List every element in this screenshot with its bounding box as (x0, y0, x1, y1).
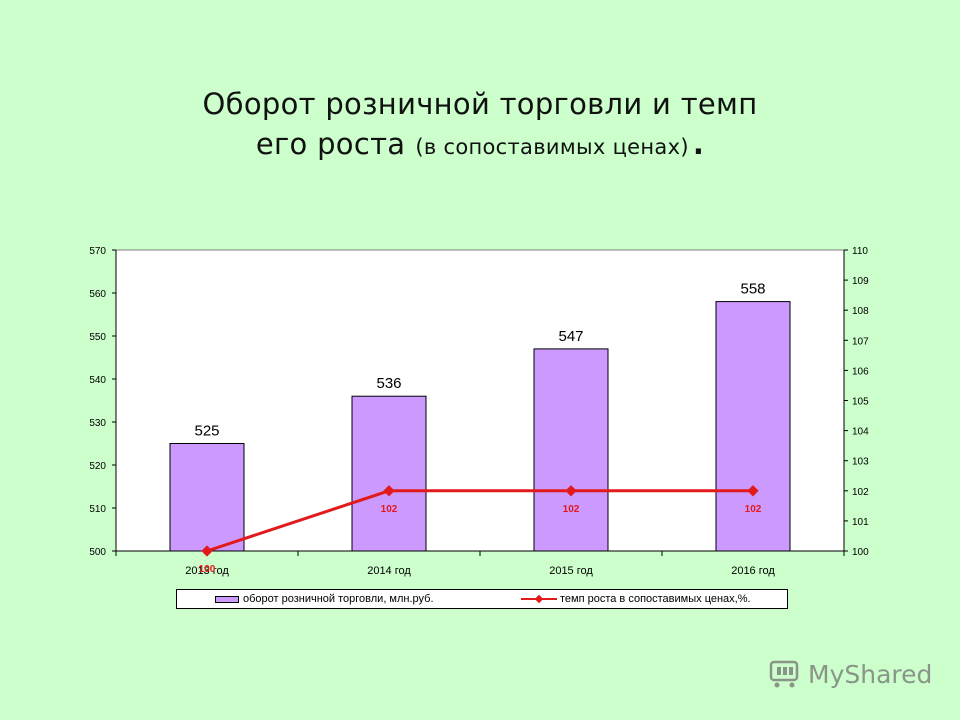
cart-logo-icon (769, 660, 799, 688)
y-left-tick-label: 520 (89, 461, 106, 472)
line-data-label: 100 (199, 564, 216, 575)
bar-data-label: 558 (740, 281, 765, 298)
line-data-label: 102 (563, 504, 580, 515)
x-tick-label: 2014 год (367, 565, 411, 577)
x-tick-label: 2013 год (185, 565, 229, 577)
legend-bar-label: оборот розничной торговли, млн.руб. (243, 593, 434, 605)
y-left-tick-label: 560 (89, 289, 106, 300)
bar (351, 395, 427, 552)
y-right-tick-label: 103 (852, 457, 869, 468)
chart-legend: оборот розничной торговли, млн.руб. темп… (176, 589, 788, 609)
line-data-label: 102 (381, 504, 398, 515)
legend-line-label: темп роста в сопоставимых ценах,%. (560, 593, 751, 605)
bar (169, 443, 245, 552)
x-tick-label: 2015 год (549, 565, 593, 577)
bar (533, 348, 609, 552)
line-point (383, 485, 395, 497)
bar-data-label: 547 (558, 328, 583, 345)
growth-line (206, 489, 753, 553)
y-left-tick-label: 510 (89, 504, 106, 515)
line-point (201, 545, 213, 557)
chart-title: Оборот розничной торговли и темп его рос… (0, 84, 960, 167)
legend-line-swatch (521, 594, 557, 604)
y-left-tick-label: 540 (89, 375, 106, 386)
title-period: . (692, 127, 705, 161)
bar (715, 301, 791, 552)
y-right-tick-label: 100 (852, 547, 869, 558)
legend-item-bars: оборот розничной торговли, млн.руб. (215, 593, 434, 605)
title-line-2: его роста (в сопоставимых ценах). (0, 124, 960, 167)
y-left-tick-label: 550 (89, 332, 106, 343)
y-right-tick-label: 101 (852, 517, 869, 528)
y-right-tick-label: 102 (852, 487, 869, 498)
y-right-tick-label: 106 (852, 366, 869, 377)
line-data-label: 102 (745, 504, 762, 515)
y-right-tick-label: 108 (852, 306, 869, 317)
y-right-tick-label: 110 (852, 246, 868, 257)
title-subtitle: (в сопоставимых ценах) (415, 135, 689, 159)
watermark-text: MyShared (808, 659, 933, 689)
y-left-tick-label: 500 (89, 547, 106, 558)
legend-bar-swatch (215, 595, 239, 603)
title-line-1: Оборот розничной торговли и темп (202, 87, 758, 121)
y-right-tick-label: 107 (852, 336, 869, 347)
y-right-tick-label: 104 (852, 427, 869, 438)
y-right-tick-label: 105 (852, 397, 869, 408)
y-right-tick-label: 109 (852, 276, 869, 287)
line-point (565, 485, 577, 497)
bar-data-label: 525 (194, 423, 219, 440)
title-main: его роста (255, 127, 406, 161)
x-tick-label: 2016 год (731, 565, 775, 577)
line-point (747, 485, 759, 497)
bar-data-label: 536 (376, 375, 401, 392)
y-left-tick-label: 530 (89, 418, 106, 429)
watermark: MyShared (768, 656, 932, 692)
legend-item-line: темп роста в сопоставимых ценах,%. (521, 593, 751, 605)
y-left-tick-label: 570 (89, 246, 106, 257)
